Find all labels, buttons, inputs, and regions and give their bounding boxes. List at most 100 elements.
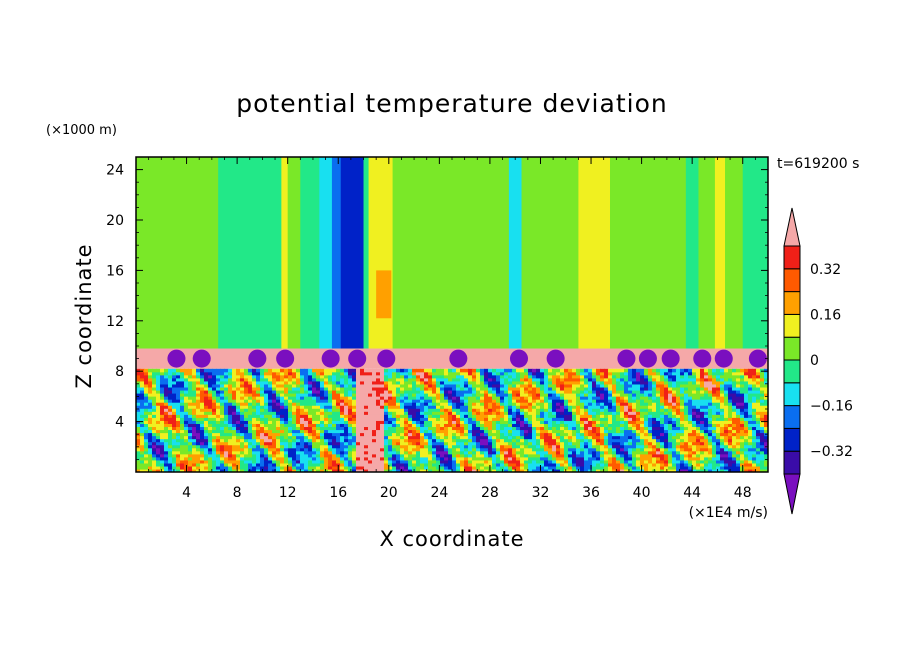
field-cell [236,465,241,470]
field-cell [508,468,513,472]
field-cell [520,450,525,455]
field-cell [256,399,261,403]
field-cell [292,405,297,409]
field-cell [344,374,349,379]
field-cell [496,456,501,461]
field-cell [240,429,245,434]
field-cell [572,444,577,449]
field-cell [140,386,145,391]
field-cell [556,389,561,394]
field-cell [332,456,337,461]
field-cell [140,371,145,376]
field-cell [684,420,689,424]
field-cell [688,396,693,400]
field-cell [496,377,501,382]
field-cell [508,402,513,406]
field-cell [656,408,661,412]
field-cell [512,380,517,385]
field-cell [276,438,281,443]
field-cell [640,459,645,464]
field-cell [696,374,701,379]
field-cell [572,438,577,443]
field-cell [376,429,381,434]
field-cell [152,386,157,391]
field-cell [280,444,285,449]
field-cell [592,368,597,373]
field-cell [432,423,437,428]
field-cell [260,417,265,421]
field-cell [708,420,713,424]
field-cell [236,389,241,394]
field-cell [668,450,673,455]
field-cell [696,432,701,437]
field-cell [416,417,421,421]
field-cell [252,402,257,406]
field-cell [160,405,165,409]
field-cell [608,396,613,400]
field-cell [224,405,229,409]
field-cell [484,429,489,434]
field-cell [352,383,357,388]
field-cell [348,377,353,382]
field-cell [172,414,177,418]
field-cell [352,405,357,409]
field-cell [524,411,529,415]
field-cell [420,450,425,455]
field-cell [336,426,341,431]
field-cell [656,438,661,443]
field-cell [196,429,201,434]
field-cell [612,441,617,446]
field-cell [416,374,421,379]
field-cell [468,462,473,467]
field-cell [664,420,669,424]
field-cell [504,453,509,458]
field-cell [672,392,677,397]
field-cell [340,402,345,406]
field-cell [284,392,289,397]
field-cell [664,423,669,428]
field-cell [260,402,265,406]
field-cell [476,423,481,428]
field-cell [284,468,289,472]
field-cell [324,371,329,376]
field-cell [656,371,661,376]
field-cell [232,377,237,382]
field-cell [668,405,673,409]
field-cell [172,462,177,467]
field-cell [668,411,673,415]
field-cell [216,383,221,388]
field-cell [512,465,517,470]
field-cell [576,411,581,415]
field-cell [220,389,225,394]
field-cell [560,426,565,431]
field-cell [612,377,617,382]
field-cell [548,459,553,464]
field-cell [588,435,593,440]
field-cell [248,399,253,403]
field-cell [256,371,261,376]
field-cell [696,411,701,415]
field-cell [436,389,441,394]
field-cell [136,465,141,470]
field-cell [416,426,421,431]
field-cell [656,392,661,397]
field-cell [248,423,253,428]
field-cell [320,426,325,431]
field-cell [236,426,241,431]
field-cell [620,396,625,400]
field-cell [692,386,697,391]
field-cell [676,402,681,406]
field-cell [564,389,569,394]
field-cell [556,453,561,458]
field-cell [248,438,253,443]
field-cell [280,429,285,434]
field-cell [616,438,621,443]
field-cell [712,368,717,373]
field-cell [304,405,309,409]
field-cell [336,444,341,449]
field-cell [696,441,701,446]
field-cell [472,389,477,394]
field-cell [708,438,713,443]
field-cell [644,414,649,418]
field-cell [268,399,273,403]
